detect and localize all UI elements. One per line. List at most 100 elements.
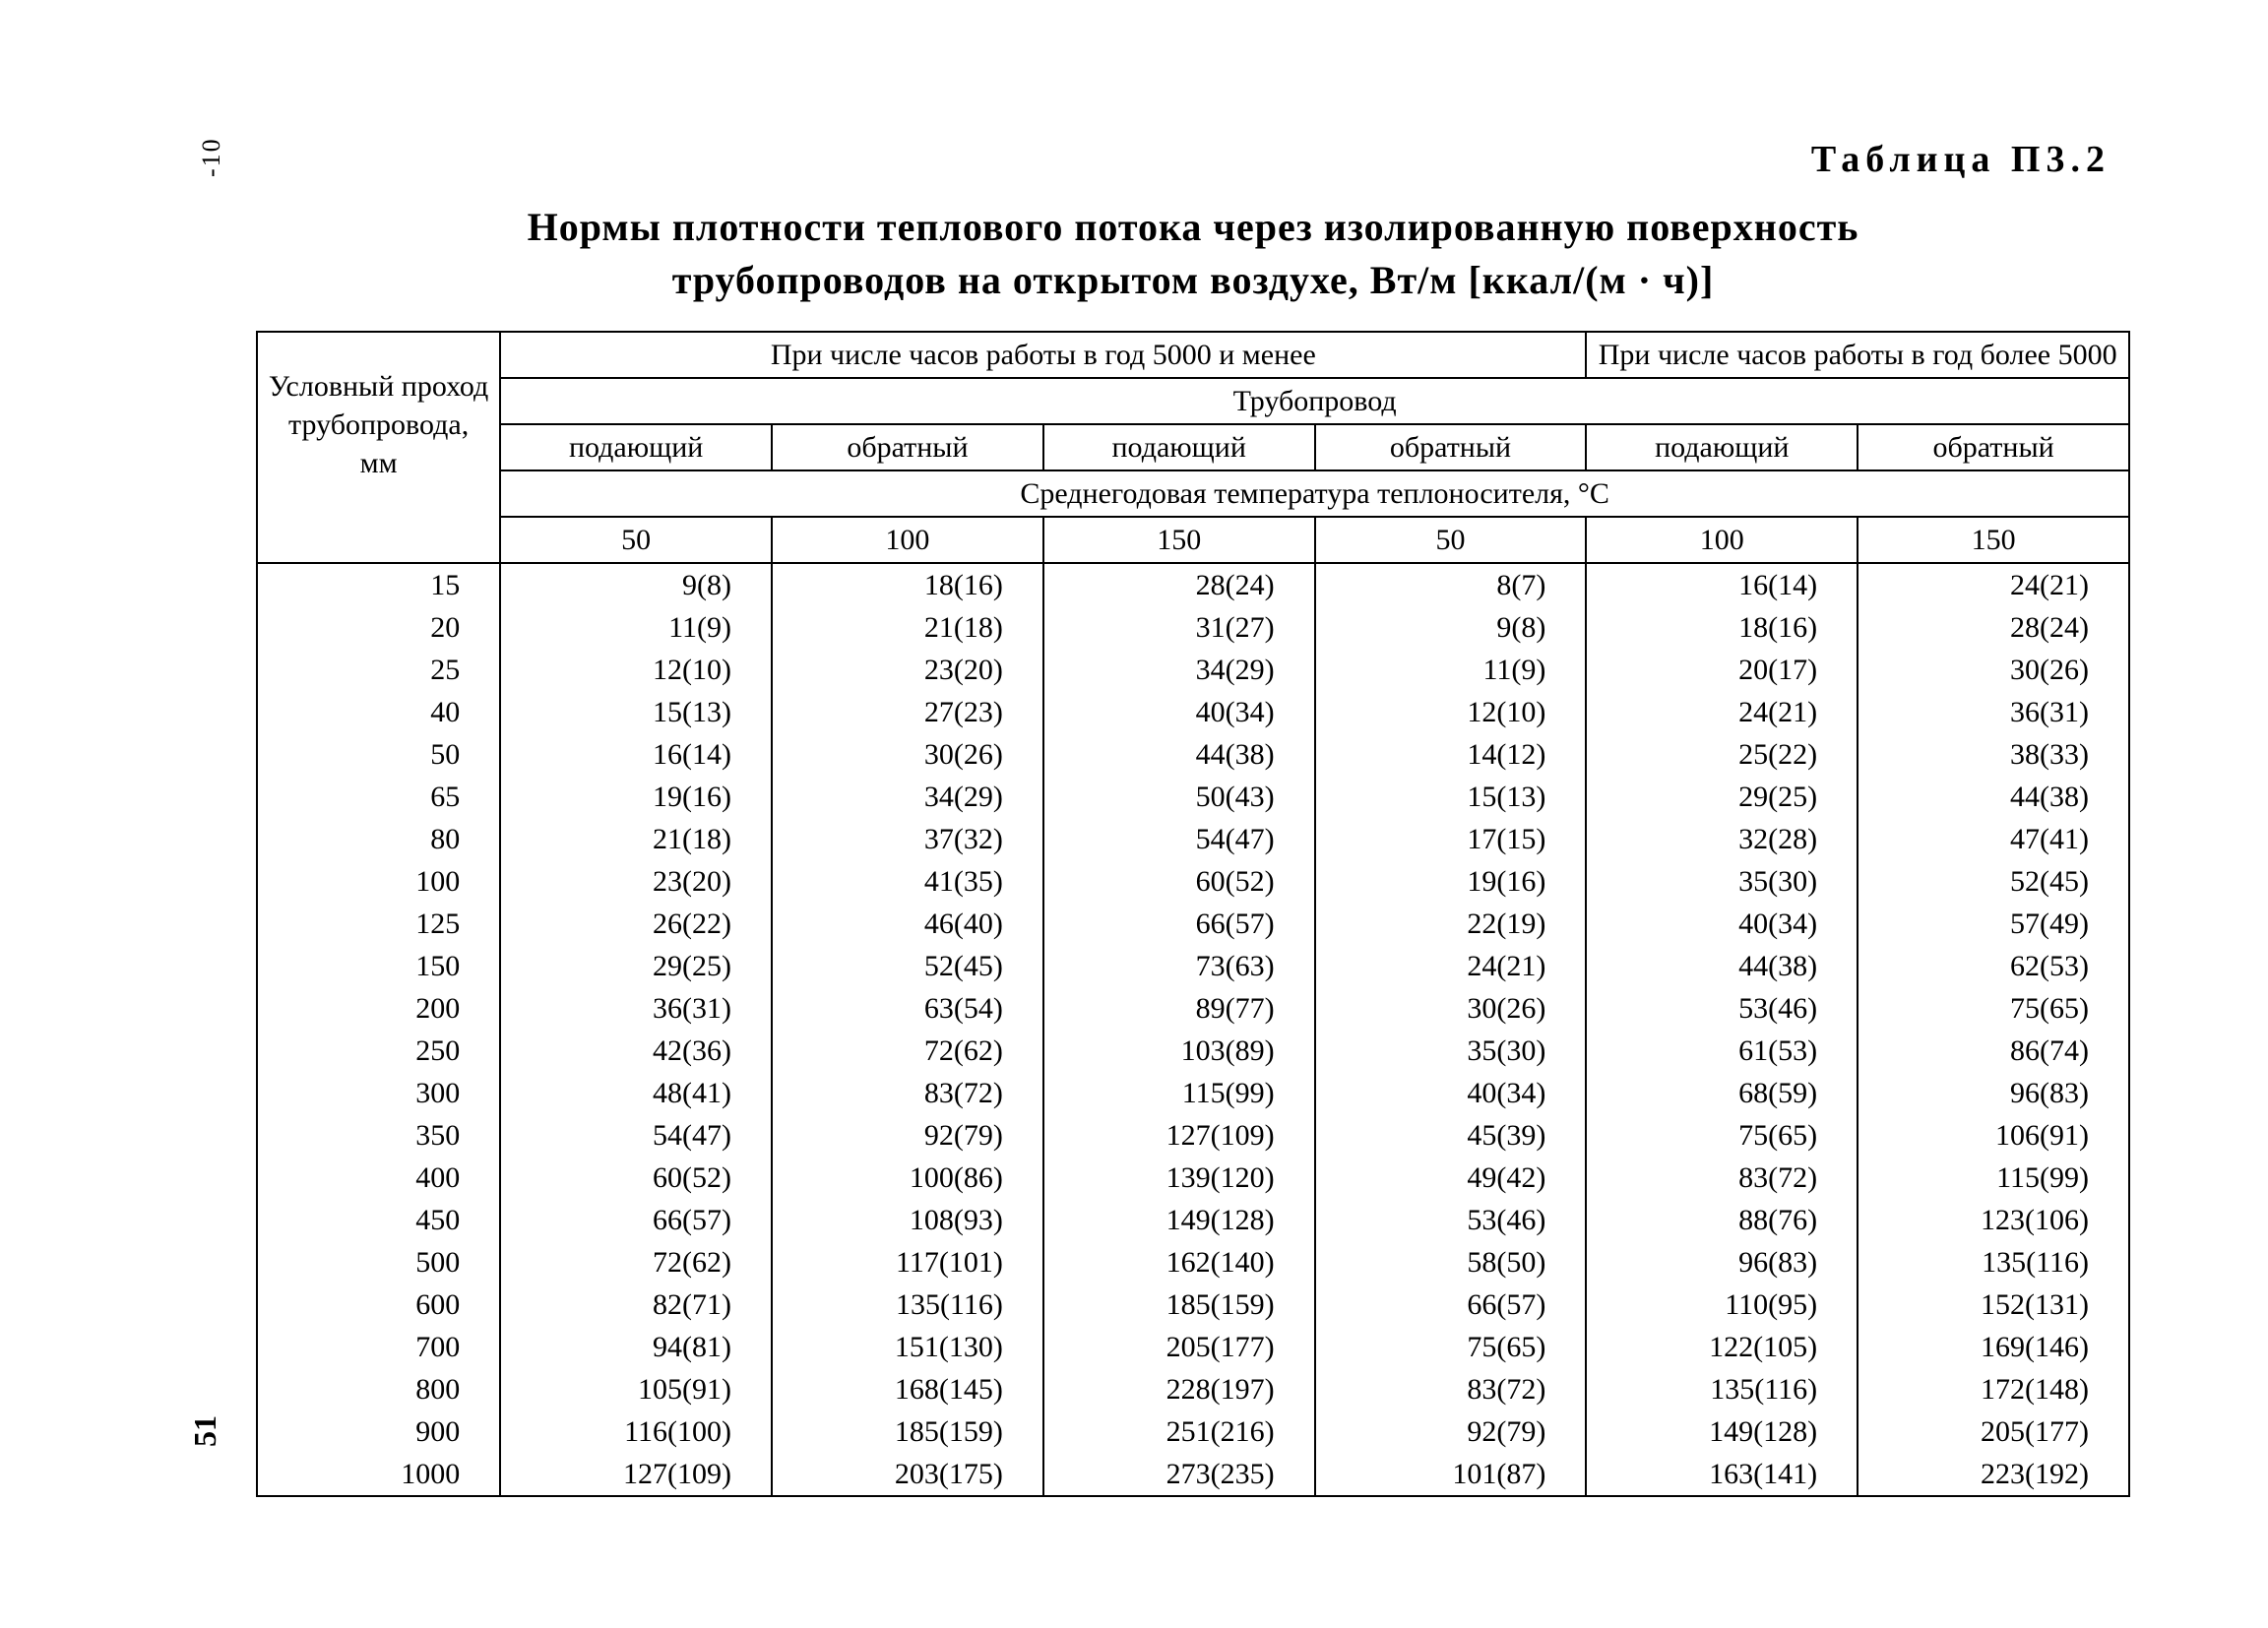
value-cell: 89(77) [1043,987,1315,1030]
value-cell: 83(72) [1315,1368,1587,1410]
table-row: 1000127(109)203(175)273(235)101(87)163(1… [257,1453,2129,1496]
value-cell: 251(216) [1043,1410,1315,1453]
value-cell: 139(120) [1043,1157,1315,1199]
row-header-label: Условный проход трубопровода, мм [257,332,500,517]
col-return-2: обратный [1315,424,1587,470]
value-cell: 149(128) [1043,1199,1315,1241]
table-row: 800105(91)168(145)228(197)83(72)135(116)… [257,1368,2129,1410]
value-cell: 30(26) [772,733,1043,776]
value-cell: 105(91) [500,1368,772,1410]
table-label: Таблица П3.2 [256,138,2110,181]
value-cell: 117(101) [772,1241,1043,1284]
value-cell: 185(159) [1043,1284,1315,1326]
table-row: 2011(9)21(18)31(27)9(8)18(16)28(24) [257,606,2129,649]
table-row: 50072(62)117(101)162(140)58(50)96(83)135… [257,1241,2129,1284]
diameter-cell: 80 [257,818,500,860]
blank-corner [257,517,500,563]
diameter-cell: 800 [257,1368,500,1410]
value-cell: 29(25) [1586,776,1858,818]
diameter-cell: 250 [257,1030,500,1072]
value-cell: 22(19) [1315,903,1587,945]
value-cell: 28(24) [1858,606,2129,649]
col-supply-2: подающий [1043,424,1315,470]
table-row: 45066(57)108(93)149(128)53(46)88(76)123(… [257,1199,2129,1241]
value-cell: 106(91) [1858,1114,2129,1157]
value-cell: 135(116) [1586,1368,1858,1410]
value-cell: 72(62) [500,1241,772,1284]
col-group-left: При числе часов работы в год 5000 и мене… [500,332,1586,378]
value-cell: 88(76) [1586,1199,1858,1241]
value-cell: 30(26) [1858,649,2129,691]
diameter-cell: 25 [257,649,500,691]
value-cell: 66(57) [1043,903,1315,945]
col-supply-3: подающий [1586,424,1858,470]
value-cell: 96(83) [1858,1072,2129,1114]
value-cell: 169(146) [1858,1326,2129,1368]
value-cell: 40(34) [1315,1072,1587,1114]
value-cell: 11(9) [500,606,772,649]
temp-5: 150 [1858,517,2129,563]
table-row: 900116(100)185(159)251(216)92(79)149(128… [257,1410,2129,1453]
value-cell: 66(57) [500,1199,772,1241]
value-cell: 205(177) [1043,1326,1315,1368]
diameter-cell: 200 [257,987,500,1030]
value-cell: 115(99) [1043,1072,1315,1114]
value-cell: 60(52) [1043,860,1315,903]
diameter-cell: 15 [257,563,500,606]
diameter-cell: 100 [257,860,500,903]
value-cell: 34(29) [1043,649,1315,691]
margin-number-top: -10 [197,137,226,177]
value-cell: 23(20) [500,860,772,903]
value-cell: 66(57) [1315,1284,1587,1326]
diameter-cell: 500 [257,1241,500,1284]
diameter-cell: 40 [257,691,500,733]
title-line-2: трубопроводов на открытом воздухе, Вт/м … [672,258,1715,302]
value-cell: 34(29) [772,776,1043,818]
col-supply-1: подающий [500,424,772,470]
value-cell: 122(105) [1586,1326,1858,1368]
table-row: 159(8)18(16)28(24)8(7)16(14)24(21) [257,563,2129,606]
value-cell: 172(148) [1858,1368,2129,1410]
value-cell: 18(16) [772,563,1043,606]
value-cell: 21(18) [772,606,1043,649]
diameter-cell: 125 [257,903,500,945]
value-cell: 223(192) [1858,1453,2129,1496]
table-row: 2512(10)23(20)34(29)11(9)20(17)30(26) [257,649,2129,691]
value-cell: 203(175) [772,1453,1043,1496]
value-cell: 25(22) [1586,733,1858,776]
value-cell: 47(41) [1858,818,2129,860]
value-cell: 19(16) [1315,860,1587,903]
value-cell: 44(38) [1043,733,1315,776]
row-header-line2: трубопровода, мм [288,408,469,479]
diameter-cell: 300 [257,1072,500,1114]
diameter-cell: 20 [257,606,500,649]
diameter-cell: 1000 [257,1453,500,1496]
value-cell: 18(16) [1586,606,1858,649]
table-row: 25042(36)72(62)103(89)35(30)61(53)86(74) [257,1030,2129,1072]
value-cell: 63(54) [772,987,1043,1030]
value-cell: 82(71) [500,1284,772,1326]
table-row: 40060(52)100(86)139(120)49(42)83(72)115(… [257,1157,2129,1199]
table-row: 35054(47)92(79)127(109)45(39)75(65)106(9… [257,1114,2129,1157]
value-cell: 37(32) [772,818,1043,860]
value-cell: 12(10) [500,649,772,691]
value-cell: 60(52) [500,1157,772,1199]
value-cell: 62(53) [1858,945,2129,987]
value-cell: 101(87) [1315,1453,1587,1496]
value-cell: 15(13) [500,691,772,733]
value-cell: 8(7) [1315,563,1587,606]
value-cell: 27(23) [772,691,1043,733]
value-cell: 26(22) [500,903,772,945]
value-cell: 48(41) [500,1072,772,1114]
value-cell: 108(93) [772,1199,1043,1241]
diameter-cell: 400 [257,1157,500,1199]
value-cell: 54(47) [500,1114,772,1157]
value-cell: 23(20) [772,649,1043,691]
temp-2: 150 [1043,517,1315,563]
value-cell: 36(31) [1858,691,2129,733]
value-cell: 21(18) [500,818,772,860]
value-cell: 50(43) [1043,776,1315,818]
value-cell: 32(28) [1586,818,1858,860]
value-cell: 40(34) [1586,903,1858,945]
table-row: 10023(20)41(35)60(52)19(16)35(30)52(45) [257,860,2129,903]
